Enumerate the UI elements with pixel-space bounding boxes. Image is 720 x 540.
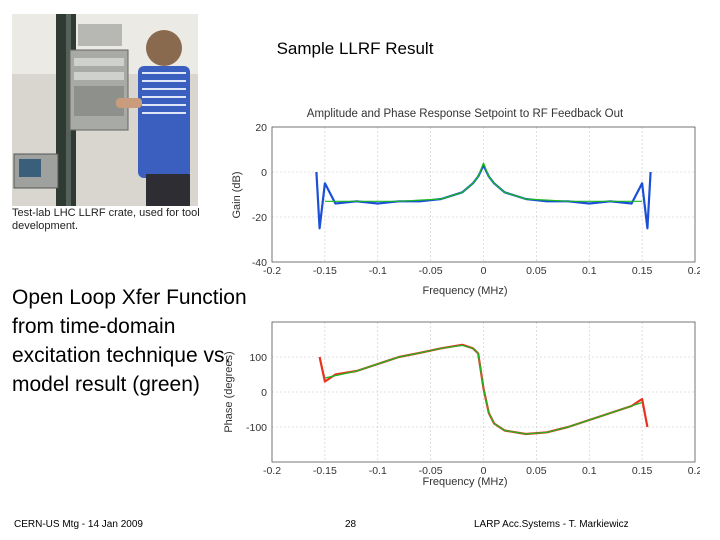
gain-x-tick-label: -0.15 xyxy=(313,265,337,277)
phase-y-tick-label: 0 xyxy=(261,387,267,399)
footer-author: LARP Acc.Systems - T. Markiewicz xyxy=(474,519,629,530)
gain-xlabel: Frequency (MHz) xyxy=(423,285,508,297)
gain-x-tick-label: 0.2 xyxy=(688,265,700,277)
photo-caption: Test-lab LHC LLRF crate, used for tool d… xyxy=(12,207,200,232)
chart-title: Amplitude and Phase Response Setpoint to… xyxy=(307,108,624,120)
gain-ylabel: Gain (dB) xyxy=(231,171,243,218)
gain-y-tick-label: 20 xyxy=(255,122,267,134)
gain-x-tick-label: 0 xyxy=(481,265,487,277)
footer-meeting: CERN-US Mtg - 14 Jan 2009 xyxy=(14,519,143,530)
phase-x-tick-label: -0.15 xyxy=(313,465,337,477)
lab-photo xyxy=(12,14,198,206)
gain-y-tick-label: -20 xyxy=(252,212,267,224)
phase-y-tick-label: 100 xyxy=(249,352,267,364)
slide-description: Open Loop Xfer Function from time-domain… xyxy=(12,286,247,396)
phase-x-tick-label: -0.1 xyxy=(369,465,387,477)
phase-ylabel: Phase (degrees) xyxy=(223,351,235,432)
gain-x-tick-label: 0.1 xyxy=(582,265,597,277)
slide-title: Sample LLRF Result xyxy=(276,39,434,58)
phase-chart: -0.2 -0.15 -0.1 -0.05 0 0.05 0.1 0.15 0.2 100 0 -10… xyxy=(223,321,700,488)
phase-x-tick-label: 0 xyxy=(481,465,487,477)
phase-x-tick-label: 0.15 xyxy=(632,465,653,477)
gain-model-line xyxy=(324,162,643,202)
gain-x-tick-label: 0.15 xyxy=(632,265,653,277)
gain-x-tick-label: -0.05 xyxy=(419,265,443,277)
gain-y-tick-label: 0 xyxy=(261,167,267,179)
phase-model-line xyxy=(324,344,643,435)
gain-x-tick-label: -0.2 xyxy=(263,265,281,277)
footer-page-number: 28 xyxy=(345,519,357,530)
phase-x-tick-label: 0.1 xyxy=(582,465,597,477)
gain-chart: Amplitude and Phase Response Setpoint to… xyxy=(231,108,700,297)
phase-x-tick-label: 0.2 xyxy=(688,465,700,477)
phase-x-tick-label: 0.05 xyxy=(526,465,547,477)
gain-x-tick-label: -0.1 xyxy=(369,265,387,277)
gain-plot-frame xyxy=(271,126,696,263)
phase-plot-frame xyxy=(271,321,696,463)
phase-x-tick-label: -0.2 xyxy=(263,465,281,477)
phase-xlabel: Frequency (MHz) xyxy=(423,476,508,488)
phase-x-tick-label: -0.05 xyxy=(419,465,443,477)
phase-y-tick-label: -100 xyxy=(246,422,267,434)
gain-x-tick-label: 0.05 xyxy=(526,265,547,277)
response-plots: Amplitude and Phase Response Setpoint to… xyxy=(223,108,700,488)
gain-y-tick-label: -40 xyxy=(252,257,267,269)
